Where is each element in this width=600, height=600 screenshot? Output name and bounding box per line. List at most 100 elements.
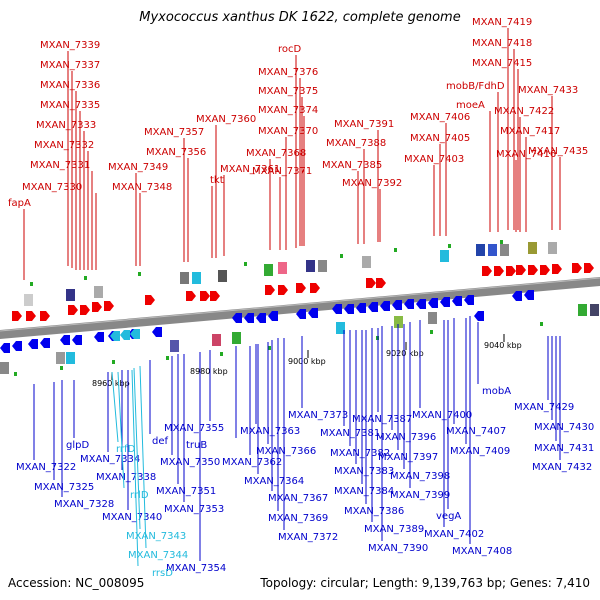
- feature-box: [232, 332, 241, 344]
- topology-label: Topology: circular; Length: 9,139,763 bp…: [260, 576, 590, 590]
- top-gene-label: MXAN_7375: [258, 86, 318, 97]
- top-gene-label: MXAN_7330: [22, 182, 82, 193]
- top-gene-label: mobB/FdhD: [446, 81, 505, 92]
- reverse-gene-arrow: [452, 296, 462, 306]
- forward-gene-arrow: [26, 311, 36, 321]
- bottom-gene-label: MXAN_7432: [532, 462, 592, 473]
- forward-gene-arrow: [12, 311, 22, 321]
- reverse-gene-arrow: [344, 304, 354, 314]
- bottom-gene-label: MXAN_7429: [514, 402, 574, 413]
- forward-gene-arrow: [516, 265, 526, 275]
- bottom-gene-label: MXAN_7372: [278, 532, 338, 543]
- forward-gene-arrow: [200, 291, 210, 301]
- segment-tick: [244, 262, 247, 266]
- bottom-gene-label: MXAN_7366: [256, 446, 316, 457]
- forward-gene-arrow: [366, 278, 376, 288]
- top-gene-label: MXAN_7339: [40, 40, 100, 51]
- feature-box: [94, 286, 103, 298]
- reverse-gene-arrow: [40, 338, 50, 348]
- top-gene-label: moeA: [456, 100, 485, 111]
- bottom-gene-label: MXAN_7351: [156, 486, 216, 497]
- reverse-gene-arrow: [356, 303, 366, 313]
- bottom-gene-label: MXAN_7382: [330, 448, 390, 459]
- reverse-gene-arrow: [12, 341, 22, 351]
- scale-tick-label: 9000 kbp: [288, 357, 326, 366]
- reverse-gene-arrow: [94, 332, 104, 342]
- forward-gene-arrow: [310, 283, 320, 293]
- bottom-gene-label: MXAN_7338: [96, 472, 156, 483]
- bottom-gene-label: MXAN_7373: [288, 410, 348, 421]
- feature-box: [180, 272, 189, 284]
- bottom-gene-label: MXAN_7386: [344, 506, 404, 517]
- bottom-gene-label: MXAN_7369: [268, 513, 328, 524]
- rna-gene-arrow: [110, 331, 120, 341]
- bottom-gene-label: def: [152, 436, 169, 447]
- top-gene-label: MXAN_7416: [496, 149, 556, 160]
- segment-tick: [268, 346, 271, 350]
- feature-box: [56, 352, 65, 364]
- bottom-gene-label: MXAN_7383: [334, 466, 394, 477]
- segment-tick: [112, 360, 115, 364]
- top-gene-label: tkt: [210, 175, 224, 186]
- rna-gene-label: rrlD: [130, 490, 149, 501]
- top-gene-label: MXAN_7392: [342, 178, 402, 189]
- scale-tick-label: 8960 kbp: [92, 379, 130, 388]
- top-gene-label: MXAN_7357: [144, 127, 204, 138]
- feature-box: [66, 289, 75, 301]
- reverse-gene-arrow: [72, 335, 82, 345]
- reverse-gene-arrow: [428, 298, 438, 308]
- top-gene-label: MXAN_7418: [472, 38, 532, 49]
- feature-box: [488, 244, 497, 256]
- reverse-gene-arrow: [380, 301, 390, 311]
- feature-box: [500, 244, 509, 256]
- reverse-gene-arrow: [296, 309, 306, 319]
- bottom-gene-label: MXAN_7431: [534, 443, 594, 454]
- bottom-gene-label: MXAN_7322: [16, 462, 76, 473]
- bottom-gene-label: MXAN_7396: [376, 432, 436, 443]
- feature-box: [578, 304, 587, 316]
- reverse-gene-arrow: [440, 297, 450, 307]
- bottom-gene-label: MXAN_7399: [390, 490, 450, 501]
- bottom-gene-label: MXAN_7363: [240, 426, 300, 437]
- forward-gene-arrow: [186, 291, 196, 301]
- forward-gene-arrow: [265, 285, 275, 295]
- reverse-gene-arrow: [244, 313, 254, 323]
- forward-gene-arrow: [145, 295, 155, 305]
- bottom-gene-label: MXAN_7409: [450, 446, 510, 457]
- rna-gene-arrow: [130, 329, 140, 339]
- segment-tick: [448, 244, 451, 248]
- segment-tick: [84, 276, 87, 280]
- feature-box: [278, 262, 287, 274]
- reverse-gene-arrow: [464, 295, 474, 305]
- segment-tick: [166, 356, 169, 360]
- feature-box: [440, 250, 449, 262]
- top-gene-label: MXAN_7415: [472, 58, 532, 69]
- reverse-gene-arrow: [512, 291, 522, 301]
- bottom-gene-label: MXAN_7334: [80, 454, 140, 465]
- segment-tick: [500, 240, 503, 244]
- top-gene-label: MXAN_7417: [500, 126, 560, 137]
- top-gene-label: MXAN_7403: [404, 154, 464, 165]
- reverse-gene-arrow: [474, 311, 484, 321]
- segment-tick: [30, 282, 33, 286]
- bottom-gene-label: MXAN_7389: [364, 524, 424, 535]
- bottom-gene-label: MXAN_7350: [160, 457, 220, 468]
- rna-label-leader: [133, 367, 141, 530]
- reverse-gene-arrow: [152, 327, 162, 337]
- rna-gene-label: rrfD: [116, 444, 136, 455]
- feature-box: [0, 362, 9, 374]
- top-gene-label: MXAN_7335: [40, 100, 100, 111]
- bottom-gene-label: MXAN_7407: [446, 426, 506, 437]
- segment-tick: [220, 352, 223, 356]
- feature-box: [336, 322, 345, 334]
- reverse-gene-arrow: [368, 302, 378, 312]
- top-gene-label: MXAN_7356: [146, 147, 206, 158]
- bottom-gene-label: MXAN_7354: [166, 563, 226, 574]
- feature-box: [428, 312, 437, 324]
- forward-gene-arrow: [572, 263, 582, 273]
- rna-label-leader: [131, 369, 139, 567]
- rna-gene-label: rrsD: [152, 568, 173, 579]
- forward-gene-arrow: [506, 266, 516, 276]
- bottom-gene-label: MXAN_7402: [424, 529, 484, 540]
- bottom-gene-label: MXAN_7355: [164, 423, 224, 434]
